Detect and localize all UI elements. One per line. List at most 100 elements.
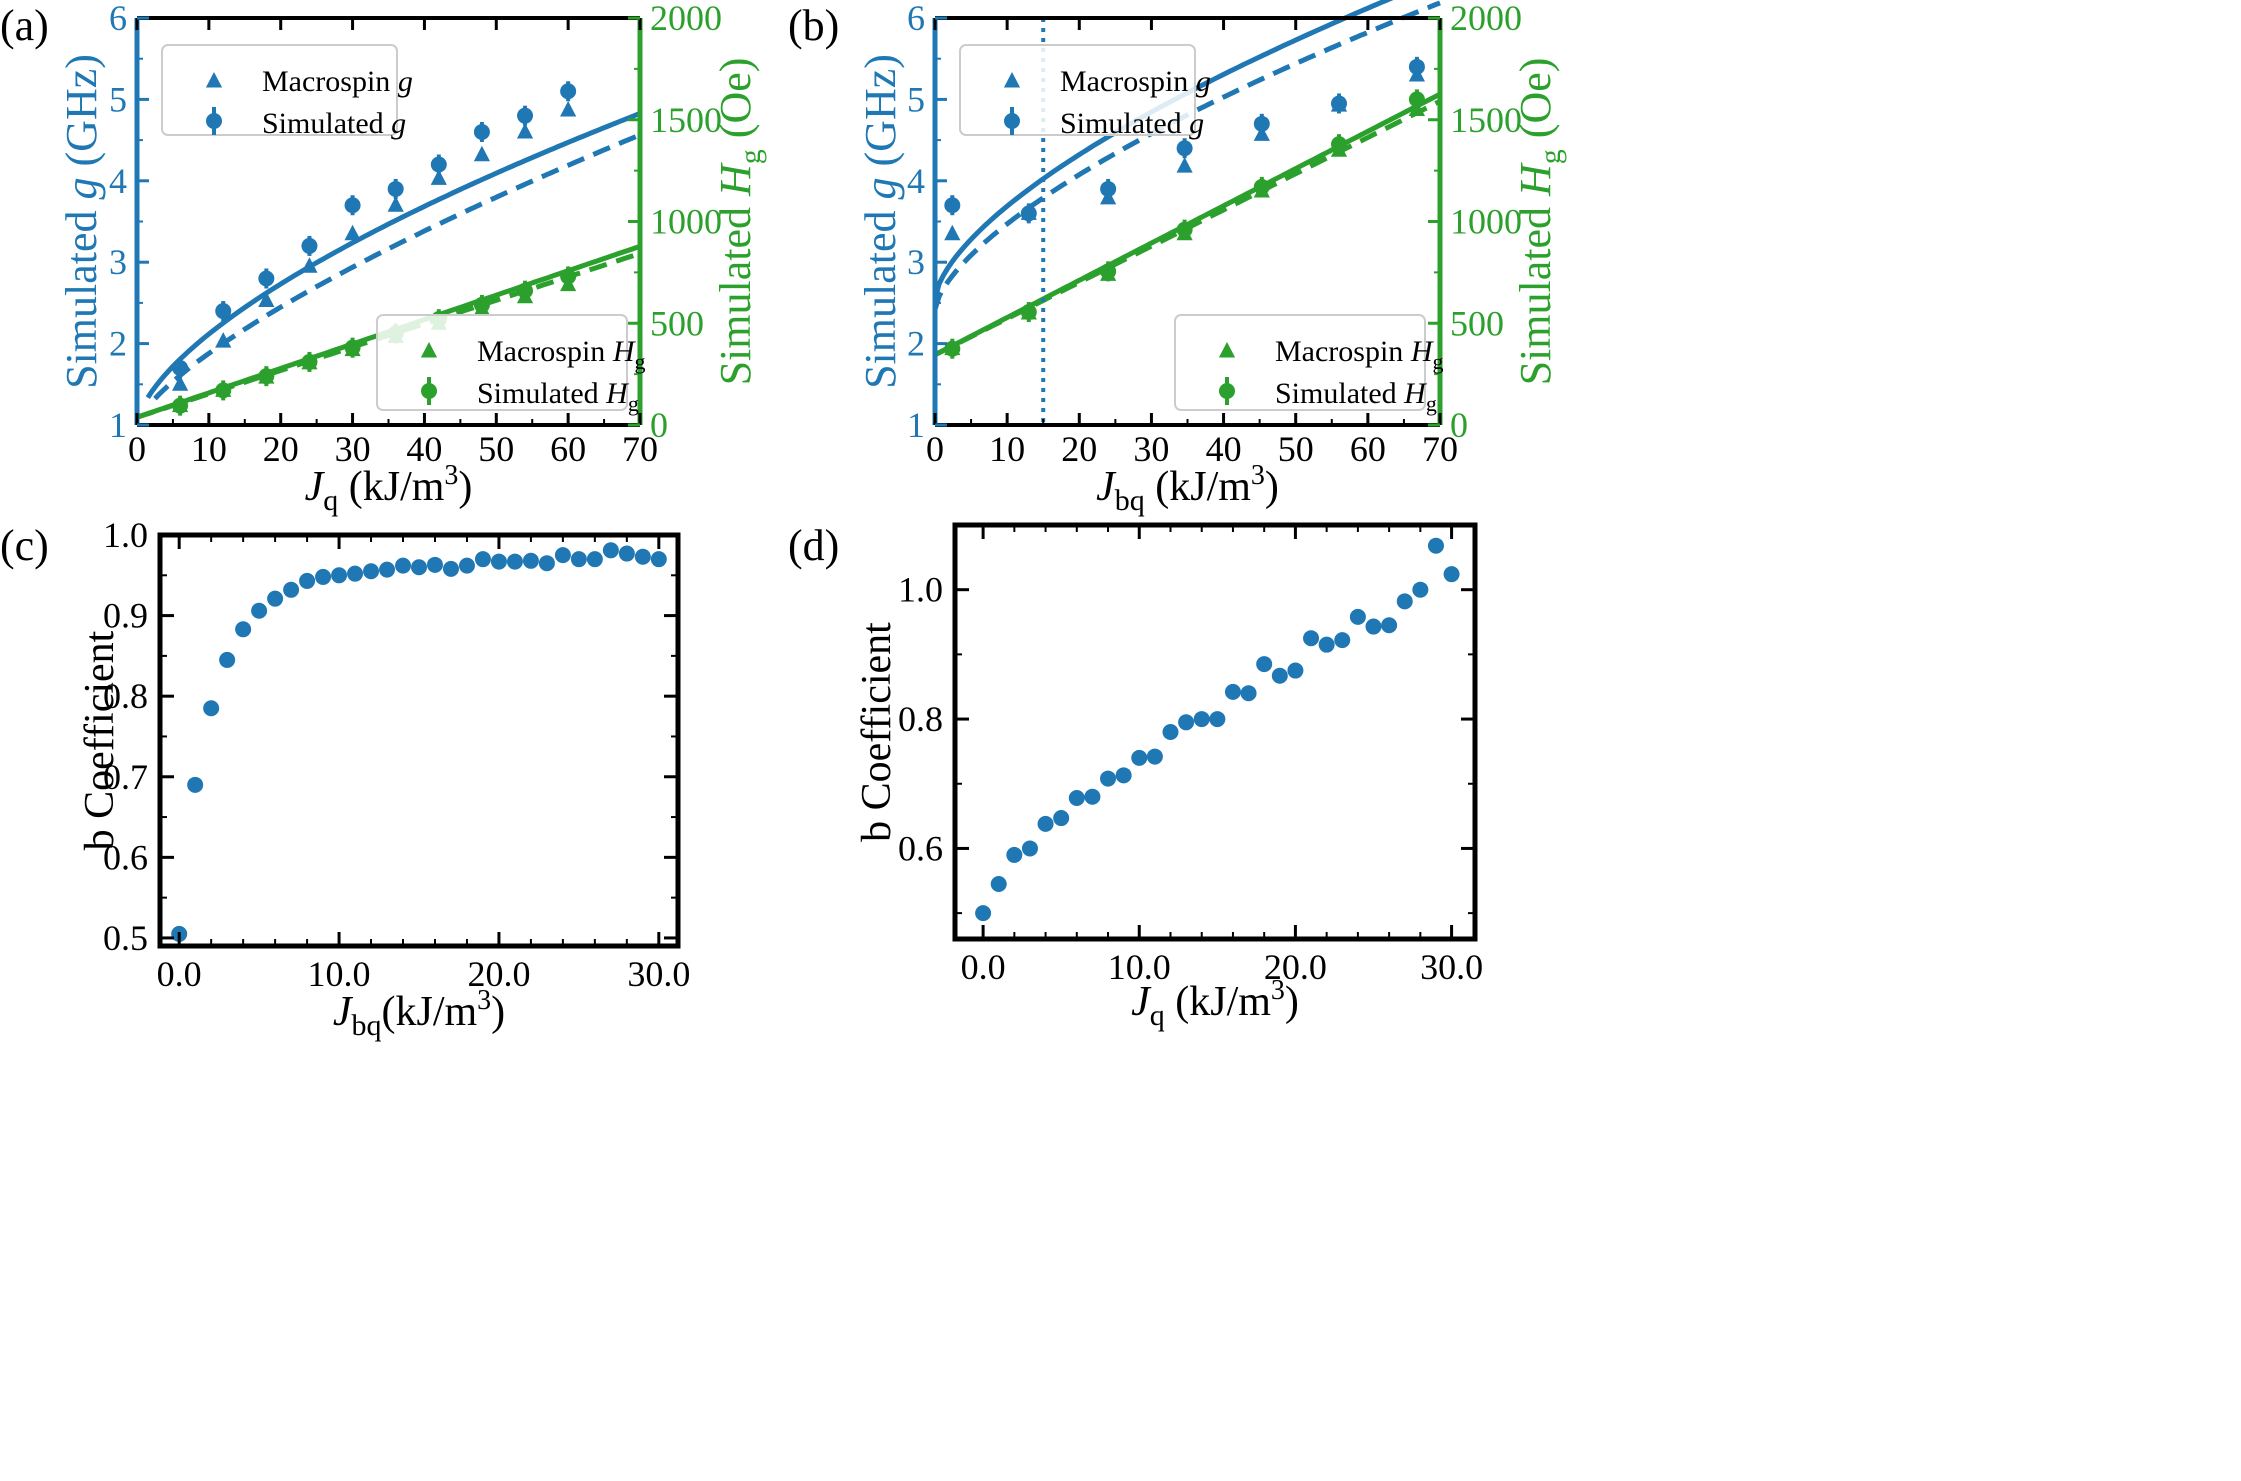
series-simulated-hg (944, 89, 1425, 359)
data-point (506, 553, 523, 570)
data-point (560, 268, 577, 285)
data-point (560, 100, 577, 117)
data-point (516, 122, 534, 139)
data-point (1318, 636, 1335, 653)
label-part: q (323, 484, 338, 517)
y-right-axis-label: Simulated Hg (Oe) (711, 58, 767, 386)
label-part: Simulated (711, 196, 760, 385)
legend-frame (959, 44, 1196, 136)
x-tick-label: 10 (989, 429, 1025, 469)
legend-marker (420, 342, 438, 358)
label-part: (kJ/m (381, 989, 477, 1035)
data-point (387, 196, 404, 212)
x-tick-label: 30.0 (1420, 947, 1483, 987)
legend-marker (1003, 72, 1021, 88)
y-right-tick-label: 1000 (650, 202, 722, 242)
label-part: (Oe) (711, 58, 760, 150)
label-part: (GHz) (57, 54, 106, 177)
x-axis-label: Jbq (kJ/m3) (1096, 460, 1279, 517)
data-point (1331, 136, 1347, 153)
x-tick-label: 20 (1061, 429, 1097, 469)
y-left-tick-label: 1 (109, 405, 127, 445)
label-part: g (398, 65, 413, 98)
panel-a: (a)0 10 20 30 40 50 60 701234560500100015002000… (0, 0, 767, 517)
legend-marker (206, 113, 222, 129)
x-tick-label: 10 (191, 429, 227, 469)
label-part: Simulated (477, 377, 606, 410)
y-right-tick-label: 0 (650, 405, 668, 445)
x-tick-label: 10.0 (308, 954, 371, 994)
data-point (1256, 656, 1273, 673)
data-point (1408, 91, 1425, 108)
data-point (473, 296, 490, 313)
data-point (1037, 815, 1054, 832)
label-part: g (634, 349, 645, 374)
data-point (1162, 724, 1179, 740)
data-point (172, 375, 189, 391)
data-point (1068, 789, 1085, 806)
y-tick-label: 0.7 (103, 757, 148, 797)
label-part: Macrospin (262, 65, 398, 98)
legend-label: Macrospin g (262, 65, 413, 98)
data-point (258, 270, 275, 287)
label-part: Macrospin (1275, 335, 1411, 368)
data-point (411, 559, 427, 576)
data-point (1115, 767, 1132, 784)
data-point (618, 545, 635, 562)
y-right-axis-label: Simulated Hg (Oe) (1511, 58, 1567, 386)
data-point (363, 563, 380, 580)
data-point (517, 107, 534, 124)
y-right-tick-label: 500 (1450, 303, 1504, 343)
data-point (473, 145, 491, 162)
label-part: H (1403, 377, 1428, 410)
data-point (301, 353, 318, 370)
data-point (301, 257, 318, 273)
x-tick-label: 50 (478, 429, 514, 469)
legend-label: Simulated g (262, 107, 406, 140)
data-point (1427, 537, 1444, 554)
data-point (458, 557, 475, 574)
data-point (251, 602, 268, 619)
x-tick-label: 20.0 (1264, 947, 1327, 987)
data-point (522, 552, 539, 569)
data-point (1020, 304, 1037, 321)
data-point (395, 557, 412, 574)
legend-label: Simulated Hg (477, 377, 639, 416)
data-point (1020, 205, 1037, 222)
data-point (430, 169, 447, 185)
y-tick-label: 0.5 (103, 918, 148, 958)
series-points (171, 542, 667, 942)
label-part: J (305, 464, 326, 510)
legend-frame (161, 44, 398, 136)
label-part: H (612, 335, 637, 368)
panel-b: (b)0 10 20 30 40 50 60 701234560500100015002000… (788, 0, 1567, 517)
legend-marker (421, 383, 437, 399)
label-part: g (1432, 349, 1443, 374)
panel-label: (c) (0, 521, 49, 570)
label-part: Simulated (1511, 196, 1560, 385)
data-point (331, 567, 348, 584)
label-part: H (605, 377, 630, 410)
y-tick-label: 0.6 (898, 828, 943, 868)
y-tick-label: 1.0 (103, 515, 148, 555)
x-tick-label: 70 (1422, 429, 1458, 469)
data-point (490, 553, 507, 570)
label-part: g (628, 391, 639, 416)
data-point (187, 776, 204, 793)
legend-marker (1004, 113, 1020, 129)
data-point (1193, 711, 1210, 728)
x-tick-label: 0 (926, 429, 944, 469)
data-point (1084, 788, 1101, 805)
label-part: Simulated (1060, 107, 1189, 140)
data-point (554, 547, 571, 564)
label-part: g (1196, 65, 1211, 98)
y-left-tick-label: 6 (907, 0, 925, 38)
label-part: Simulated (856, 199, 905, 388)
label-part: (kJ/m (338, 464, 445, 510)
data-point (1176, 140, 1193, 157)
data-point (315, 568, 332, 585)
data-point (474, 551, 491, 568)
data-point (379, 561, 396, 578)
data-point (1209, 711, 1226, 728)
